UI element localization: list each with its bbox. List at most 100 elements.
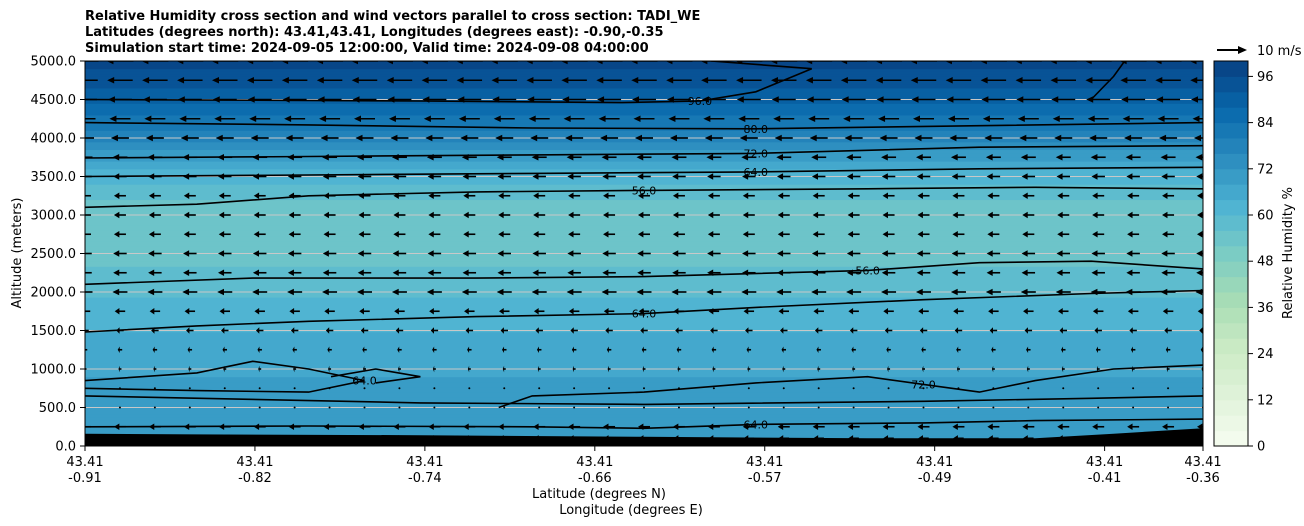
wind-vector-head <box>254 308 260 315</box>
wind-vector-head <box>571 346 574 353</box>
wind-vector-head <box>217 154 224 161</box>
wind-vector-head <box>952 423 958 430</box>
wind-vector-head <box>1051 96 1059 103</box>
y-tick-label: 1500.0 <box>31 324 77 339</box>
x-tick-label-lon: -0.91 <box>68 471 102 486</box>
wind-vector-head <box>288 423 295 430</box>
wind-vector-head <box>427 250 434 257</box>
wind-vector-head <box>322 288 329 296</box>
wind-vector-head <box>1192 115 1200 122</box>
wind-vector-head <box>113 192 120 199</box>
wind-vector-head <box>665 61 673 65</box>
wind-vector-head <box>672 173 679 180</box>
wind-vector-head <box>218 231 225 238</box>
wind-vector-head <box>1197 423 1203 430</box>
wind-vector-head <box>708 435 714 442</box>
wind-vector-head <box>1094 327 1098 334</box>
wind-vector-head <box>288 211 295 219</box>
wind-vector-head <box>1085 77 1093 84</box>
wind-vector-head <box>118 365 120 373</box>
wind-vector-head <box>427 173 434 180</box>
colorbar-segment <box>1214 153 1248 170</box>
humidity-band <box>85 133 1203 139</box>
wind-vector-head <box>666 77 674 84</box>
wind-vector-head <box>570 327 574 334</box>
wind-vector-head <box>211 61 219 65</box>
wind-vector-head <box>1190 77 1198 84</box>
wind-vector-head <box>637 269 644 276</box>
wind-vector-head <box>385 61 393 65</box>
wind-vector-head <box>1125 288 1133 296</box>
wind-vector-head <box>351 61 358 65</box>
wind-vector-head <box>148 250 155 257</box>
wind-vector-head <box>147 154 155 161</box>
wind-vector <box>957 406 960 409</box>
wind-vector-head <box>1086 96 1094 103</box>
wind-vector-head <box>498 423 504 430</box>
wind-vector-head <box>950 288 958 296</box>
wind-vector-head <box>182 154 190 161</box>
wind-vector-head <box>322 173 329 180</box>
humidity-band <box>85 178 1203 185</box>
wind-vector-head <box>847 192 854 199</box>
colorbar-segment <box>1214 430 1248 447</box>
wind-vector-head <box>1130 346 1133 353</box>
wind-vector-head <box>1022 192 1028 199</box>
humidity-band <box>85 423 1203 428</box>
wind-vector-head <box>603 308 609 315</box>
wind-vector-head <box>1197 231 1203 238</box>
wind-vector <box>503 406 506 409</box>
wind-vector-head <box>533 192 539 199</box>
wind-vector-head <box>848 435 854 442</box>
colorbar-segment <box>1214 61 1248 77</box>
wind-vector <box>188 387 191 390</box>
wind-vector-head <box>1159 134 1167 142</box>
wind-vector-head <box>1191 96 1198 103</box>
wind-vector-head <box>843 115 851 122</box>
wind-vector-head <box>255 327 260 334</box>
wind-vector-head <box>456 77 464 84</box>
wind-vector-head <box>461 288 469 296</box>
wind-vector-head <box>293 365 295 373</box>
wind-vector-head <box>917 192 923 199</box>
wind-vector-head <box>776 154 783 161</box>
wind-vector <box>1132 406 1135 409</box>
wind-vector-head <box>530 134 538 142</box>
wind-vector <box>1062 387 1065 390</box>
wind-vector-head <box>985 154 993 161</box>
wind-vector-head <box>1197 308 1203 315</box>
wind-vector-head <box>148 423 155 430</box>
contour-line <box>85 395 1203 406</box>
wind-vector-head <box>914 134 922 142</box>
wind-vector-head <box>455 61 463 65</box>
x-tick-label-lat: 43.41 <box>1086 455 1123 470</box>
contour-label: 64.0 <box>744 166 769 179</box>
colorbar-segment <box>1214 292 1248 308</box>
wind-vector-head <box>703 115 711 122</box>
colorbar-segment <box>1214 338 1248 355</box>
wind-vector-head <box>112 154 120 161</box>
wind-vector <box>398 387 401 390</box>
wind-vector-head <box>183 231 190 238</box>
wind-vector-head <box>1195 154 1203 161</box>
wind-vector-head <box>882 192 888 199</box>
wind-vector-head <box>1023 435 1028 442</box>
wind-vector-head <box>363 365 365 373</box>
wind-vector-head <box>188 365 190 373</box>
humidity-band <box>85 312 1203 319</box>
wind-vector-head <box>1197 211 1203 219</box>
humidity-band <box>85 229 1203 237</box>
humidity-band <box>85 270 1203 278</box>
wind-vector <box>852 387 855 390</box>
wind-vector-head <box>113 269 120 276</box>
wind-vector-head <box>292 346 295 353</box>
wind-vector-head <box>952 231 958 238</box>
humidity-band <box>85 432 1203 437</box>
colorbar-segment <box>1214 122 1248 139</box>
wind-vector-head <box>1021 269 1028 276</box>
wind-vector-head <box>884 327 889 334</box>
humidity-band <box>85 322 1203 328</box>
wind-vector-head <box>83 347 85 353</box>
wind-vector-head <box>568 308 574 315</box>
wind-vector <box>293 387 296 390</box>
